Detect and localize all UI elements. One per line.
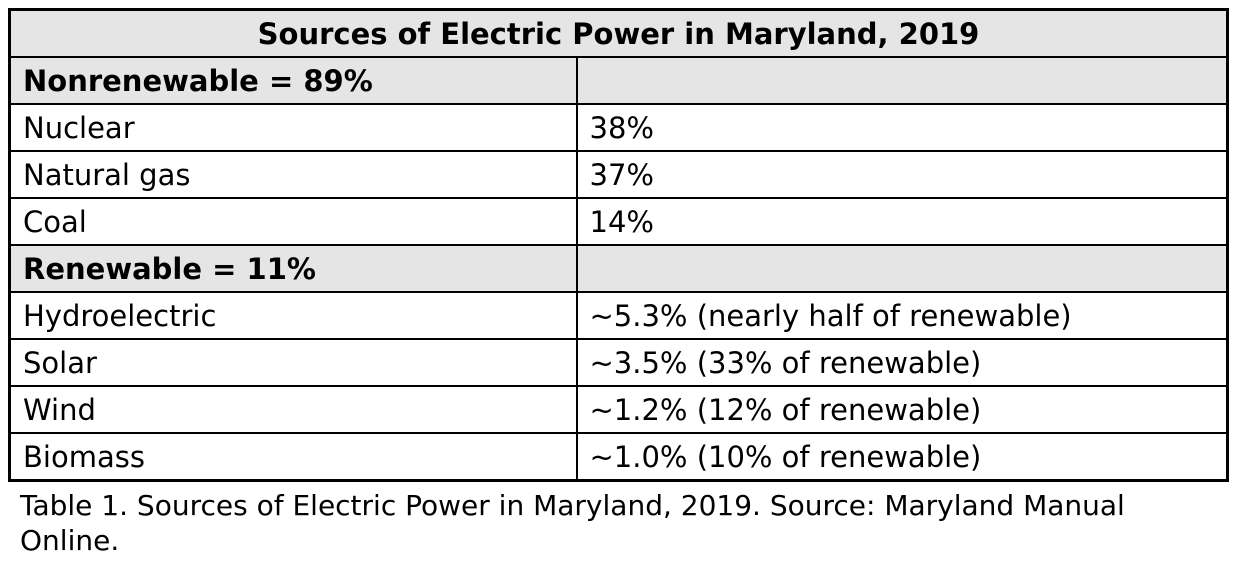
source-value-cell: 14% — [575, 197, 1229, 246]
table-row: Solar ~3.5% (33% of renewable) — [8, 338, 1229, 387]
section-header-renewable-empty-cell — [575, 244, 1229, 293]
source-name-cell: Nuclear — [8, 103, 578, 152]
source-value-cell: ~5.3% (nearly half of renewable) — [575, 291, 1229, 340]
source-name-cell: Wind — [8, 385, 578, 434]
section-header-renewable: Renewable = 11% — [8, 244, 578, 293]
section-header-row-renewable: Renewable = 11% — [8, 244, 1229, 293]
source-value-cell: ~1.0% (10% of renewable) — [575, 432, 1229, 482]
table-row: Natural gas 37% — [8, 150, 1229, 199]
source-value-cell: 38% — [575, 103, 1229, 152]
table-row: Coal 14% — [8, 197, 1229, 246]
source-value-cell: 37% — [575, 150, 1229, 199]
table-row: Biomass ~1.0% (10% of renewable) — [8, 432, 1229, 482]
table-title: Sources of Electric Power in Maryland, 2… — [8, 8, 1229, 58]
source-name-cell: Coal — [8, 197, 578, 246]
source-name-cell: Hydroelectric — [8, 291, 578, 340]
source-value-cell: ~3.5% (33% of renewable) — [575, 338, 1229, 387]
table-title-row: Sources of Electric Power in Maryland, 2… — [8, 8, 1229, 58]
table-row: Hydroelectric ~5.3% (nearly half of rene… — [8, 291, 1229, 340]
source-name-cell: Biomass — [8, 432, 578, 482]
table-row: Nuclear 38% — [8, 103, 1229, 152]
source-name-cell: Natural gas — [8, 150, 578, 199]
table-caption: Table 1. Sources of Electric Power in Ma… — [20, 489, 1125, 557]
source-value-cell: ~1.2% (12% of renewable) — [575, 385, 1229, 434]
section-header-nonrenewable: Nonrenewable = 89% — [8, 56, 578, 105]
source-name-cell: Solar — [8, 338, 578, 387]
power-sources-table: Sources of Electric Power in Maryland, 2… — [8, 8, 1230, 482]
section-header-row-nonrenewable: Nonrenewable = 89% — [8, 56, 1229, 105]
table-row: Wind ~1.2% (12% of renewable) — [8, 385, 1229, 434]
section-header-nonrenewable-empty-cell — [575, 56, 1229, 105]
